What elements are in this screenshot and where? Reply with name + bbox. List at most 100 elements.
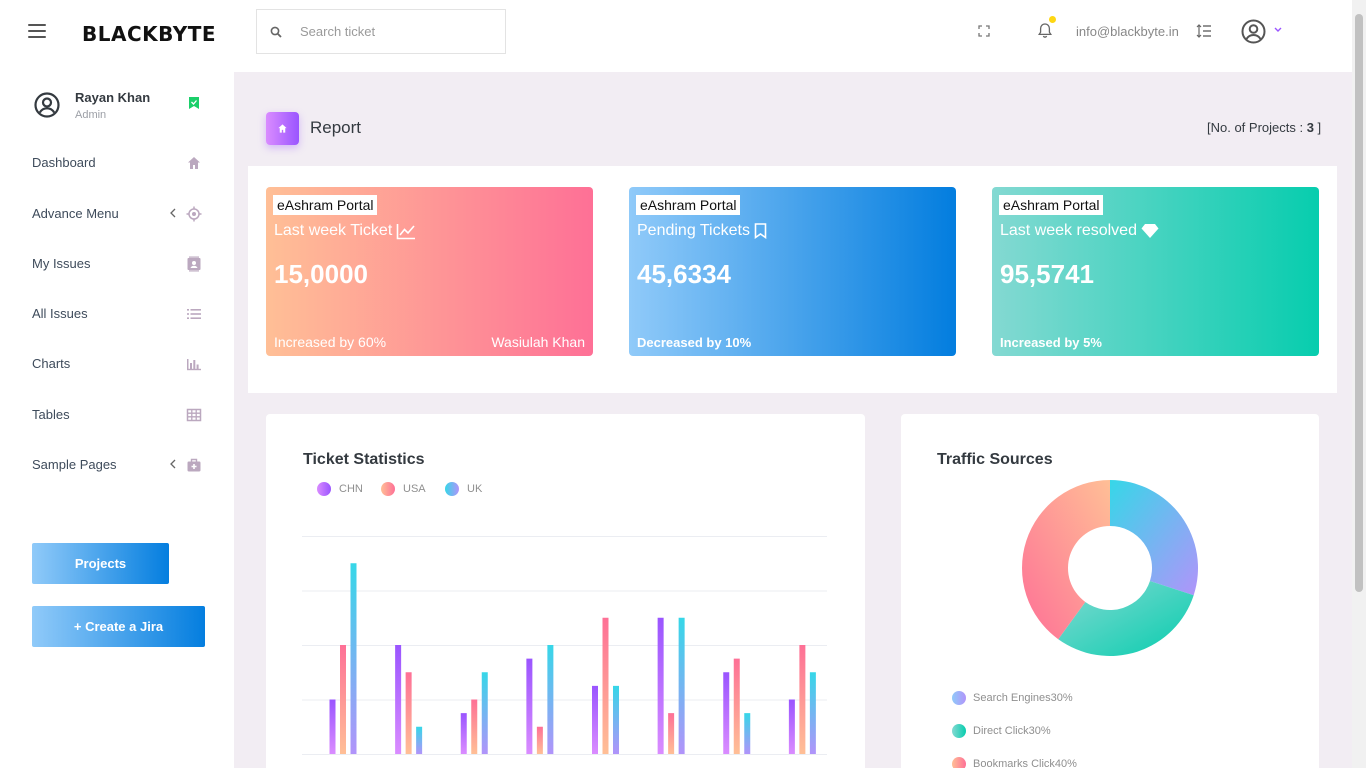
sidebar-item-my-issues[interactable]: My Issues — [0, 244, 234, 284]
page-scrollbar[interactable] — [1352, 0, 1366, 768]
projects-button[interactable]: Projects — [32, 543, 169, 584]
sidebar-item-label: Dashboard — [32, 155, 96, 170]
bar-usa-3[interactable] — [471, 699, 478, 755]
bar-chn-7[interactable] — [723, 672, 730, 754]
bar-chn-4[interactable] — [526, 658, 533, 754]
projects-count-suffix: ] — [1313, 120, 1322, 135]
bar-chn-6[interactable] — [657, 617, 664, 754]
stat-title: Last week Ticket — [274, 222, 416, 240]
stat-card-pending-tickets[interactable]: eAshram Portal Pending Tickets 45,6334 D… — [629, 187, 956, 356]
bar-chn-5[interactable] — [592, 685, 598, 754]
stat-title: Last week resolved — [1000, 222, 1159, 240]
legend-label: CHN — [339, 483, 363, 495]
projects-count-label: [No. of Projects : — [1207, 120, 1307, 135]
donut-slice-search-engines[interactable] — [1110, 480, 1198, 596]
legend-label: USA — [403, 483, 426, 495]
bar-uk-5[interactable] — [613, 685, 619, 754]
sidebar: Rayan Khan Admin Dashboard Advance Menu … — [0, 72, 234, 768]
bar-chn-2[interactable] — [395, 645, 402, 754]
stat-tag: eAshram Portal — [999, 195, 1104, 215]
traffic-legend-search-engines[interactable]: Search Engines30% — [952, 691, 1073, 705]
chart-title: Ticket Statistics — [303, 451, 425, 468]
sidebar-item-sample-pages[interactable]: Sample Pages — [0, 445, 234, 485]
sidebar-item-label: All Issues — [32, 306, 88, 321]
sidebar-item-tables[interactable]: Tables — [0, 395, 234, 435]
fullscreen-icon[interactable] — [978, 25, 990, 37]
bar-usa-7[interactable] — [733, 658, 740, 754]
sidebar-item-charts[interactable]: Charts — [0, 344, 234, 384]
traffic-legend-bookmarks-click[interactable]: Bookmarks Click40% — [952, 757, 1077, 768]
page-title-home-icon — [266, 112, 299, 145]
legend-dot — [445, 482, 459, 496]
legend-label: Search Engines30% — [973, 692, 1073, 704]
bar-chn-1[interactable] — [329, 699, 336, 755]
stat-value: 15,0000 — [274, 259, 368, 289]
page-title: Report — [310, 118, 362, 137]
bar-uk-8[interactable] — [809, 672, 816, 754]
contact-email[interactable]: info@blackbyte.in — [1076, 24, 1179, 39]
legend-item-uk[interactable]: UK — [445, 482, 482, 496]
bar-uk-2[interactable] — [416, 726, 423, 754]
chart-title: Traffic Sources — [937, 451, 1053, 468]
legend-label: Direct Click30% — [973, 725, 1051, 737]
bar-usa-5[interactable] — [602, 617, 609, 754]
bar-uk-4[interactable] — [547, 645, 554, 754]
chart-line-icon — [396, 223, 416, 239]
stat-footer-author: Wasiulah Khan — [491, 334, 585, 350]
projects-count-value: 3 — [1306, 120, 1314, 135]
chevron-left-icon — [170, 208, 176, 218]
sidebar-item-dashboard[interactable]: Dashboard — [0, 143, 234, 183]
stat-tag: eAshram Portal — [636, 195, 741, 215]
chevron-down-icon[interactable] — [1274, 27, 1282, 33]
bar-uk-7[interactable] — [744, 713, 751, 754]
traffic-legend-direct-click[interactable]: Direct Click30% — [952, 724, 1051, 738]
sidebar-item-all-issues[interactable]: All Issues — [0, 294, 234, 334]
stat-tag: eAshram Portal — [273, 195, 378, 215]
search-input[interactable] — [300, 24, 490, 39]
legend-label: Bookmarks Click40% — [973, 758, 1077, 768]
bar-uk-3[interactable] — [481, 672, 488, 754]
bar-usa-1[interactable] — [340, 645, 346, 754]
legend-item-usa[interactable]: USA — [381, 482, 426, 496]
sidebar-item-label: Charts — [32, 356, 71, 371]
bar-usa-4[interactable] — [536, 726, 543, 754]
bar-usa-8[interactable] — [799, 645, 806, 754]
bar-chart-icon — [187, 359, 201, 371]
brand-logo[interactable]: BLACKBYTE — [82, 22, 217, 46]
sidebar-item-label: Sample Pages — [32, 457, 117, 472]
profile-avatar-icon — [34, 92, 60, 118]
donut-slice-bookmarks-click[interactable] — [1022, 480, 1110, 640]
profile-role: Admin — [75, 109, 107, 121]
bar-usa-6[interactable] — [668, 713, 675, 754]
stat-title-text: Last week resolved — [1000, 222, 1137, 239]
chevron-left-icon — [170, 459, 176, 469]
sidebar-profile[interactable]: Rayan Khan Admin — [34, 90, 209, 130]
stat-title-text: Pending Tickets — [637, 222, 750, 239]
bar-uk-6[interactable] — [678, 617, 685, 754]
legend-item-chn[interactable]: CHN — [317, 482, 363, 496]
user-avatar-icon[interactable] — [1241, 19, 1266, 44]
stat-value: 45,6334 — [637, 259, 731, 289]
bell-icon[interactable] — [1038, 22, 1052, 39]
bar-usa-2[interactable] — [405, 672, 412, 754]
search-icon — [270, 26, 282, 38]
donut-slice-direct-click[interactable] — [1058, 580, 1194, 656]
bar-chn-8[interactable] — [788, 699, 795, 755]
stat-card-last-week-resolved[interactable]: eAshram Portal Last week resolved 95,574… — [992, 187, 1319, 356]
legend-dot — [952, 724, 966, 738]
sidebar-item-advance-menu[interactable]: Advance Menu — [0, 194, 234, 234]
search-bar[interactable] — [256, 9, 506, 54]
traffic-sources-card: Traffic Sources Search Engines30% Direct… — [901, 414, 1319, 768]
menu-toggle-icon[interactable] — [28, 24, 46, 38]
bar-uk-1[interactable] — [350, 563, 357, 754]
stat-title-text: Last week Ticket — [274, 222, 393, 239]
sort-list-icon[interactable] — [1196, 24, 1212, 38]
legend-label: UK — [467, 483, 483, 495]
notification-dot — [1049, 16, 1056, 23]
bar-chn-3[interactable] — [460, 713, 467, 754]
projects-count: [No. of Projects : 3 ] — [1207, 120, 1321, 135]
create-jira-button[interactable]: + Create a Jira — [32, 606, 205, 647]
stat-footer: Decreased by 10% — [637, 335, 752, 350]
stat-card-last-week-ticket[interactable]: eAshram Portal Last week Ticket 15,0000 … — [266, 187, 593, 356]
scrollbar-thumb[interactable] — [1355, 14, 1363, 592]
